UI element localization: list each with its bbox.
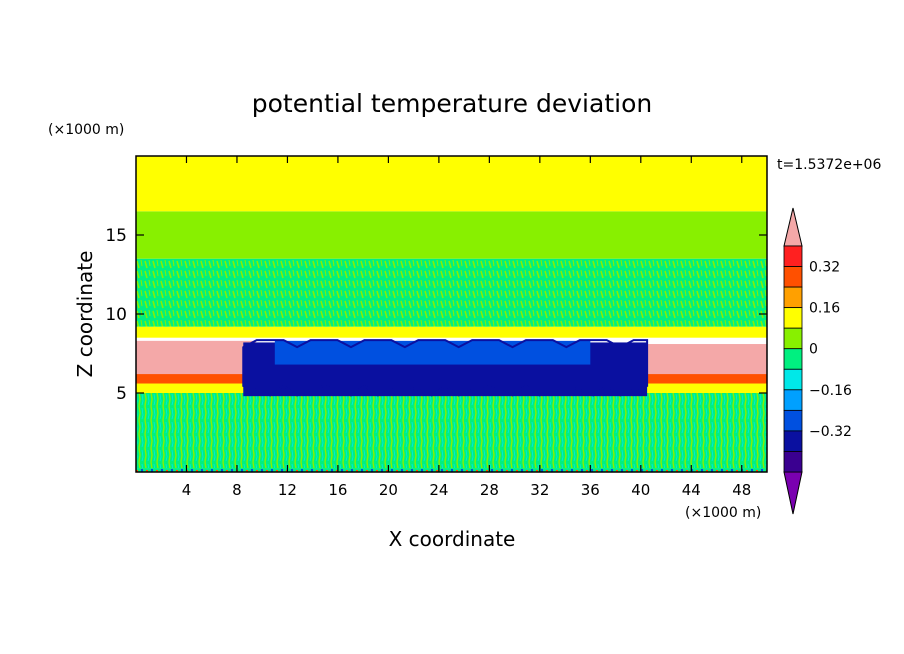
y-axis: 5 10 15 (105, 226, 767, 404)
x-tick-label: 20 (379, 481, 398, 499)
contour-region-1 (136, 393, 767, 469)
y-tick-label: 10 (105, 305, 127, 325)
x-tick-label: 12 (278, 481, 297, 499)
x-tick-label: 16 (328, 481, 347, 499)
y-unit-label: (×1000 m) (48, 122, 124, 138)
contour-region-7 (274, 340, 591, 365)
plot-area (136, 156, 767, 472)
colorbar-bin (783, 368, 803, 391)
colorbar-tick-label: −0.32 (809, 424, 852, 440)
colorbar-bin (783, 307, 803, 329)
contour-region-9 (136, 258, 767, 327)
colorbar-bin (783, 266, 803, 288)
y-axis-label: Z coordinate (73, 251, 97, 378)
x-axis-label: X coordinate (389, 527, 516, 551)
x-tick-label: 28 (480, 481, 499, 499)
colorbar-tick-label: 0.16 (809, 301, 840, 317)
colorbar: 0.32 0.16 0 −0.16 −0.32 (783, 207, 852, 515)
colorbar-tick-label: −0.16 (809, 383, 852, 399)
x-axis: 4 8 12 16 20 24 28 32 36 40 44 48 (182, 156, 751, 499)
contour-region-4 (136, 340, 256, 375)
contour-region-10 (136, 211, 767, 259)
colorbar-bin (783, 430, 803, 452)
x-tick-label: 4 (182, 481, 192, 499)
x-tick-label: 44 (682, 481, 701, 499)
cold-pool-outline (242, 339, 649, 397)
x-tick-label: 36 (581, 481, 600, 499)
colorbar-bin (783, 451, 803, 473)
colorbar-bin (783, 245, 803, 267)
y-tick-label: 5 (116, 384, 127, 404)
colorbar-tick-label: 0.32 (809, 260, 840, 276)
x-tick-label: 48 (732, 481, 751, 499)
colorbar-tick-label: 0 (809, 342, 818, 358)
x-tick-label: 24 (429, 481, 448, 499)
colorbar-bin (783, 327, 803, 350)
colorbar-bin (783, 286, 803, 309)
colorbar-top-arrow (783, 207, 803, 247)
colorbar-bin (783, 348, 803, 370)
x-tick-label: 8 (232, 481, 242, 499)
contour-region-8 (136, 326, 767, 338)
contour-region-0 (136, 468, 767, 472)
colorbar-bottom-arrow (783, 471, 803, 515)
x-tick-label: 32 (530, 481, 549, 499)
colorbar-bin (783, 409, 803, 432)
x-tick-label: 40 (631, 481, 650, 499)
contour-region-11 (136, 156, 767, 212)
x-unit-label: (×1000 m) (685, 505, 761, 521)
y-tick-label: 15 (105, 226, 127, 246)
colorbar-bin (783, 389, 803, 411)
chart-title: potential temperature deviation (252, 89, 652, 118)
time-label: t=1.5372e+06 (777, 157, 881, 173)
contour-region-5 (647, 344, 767, 375)
